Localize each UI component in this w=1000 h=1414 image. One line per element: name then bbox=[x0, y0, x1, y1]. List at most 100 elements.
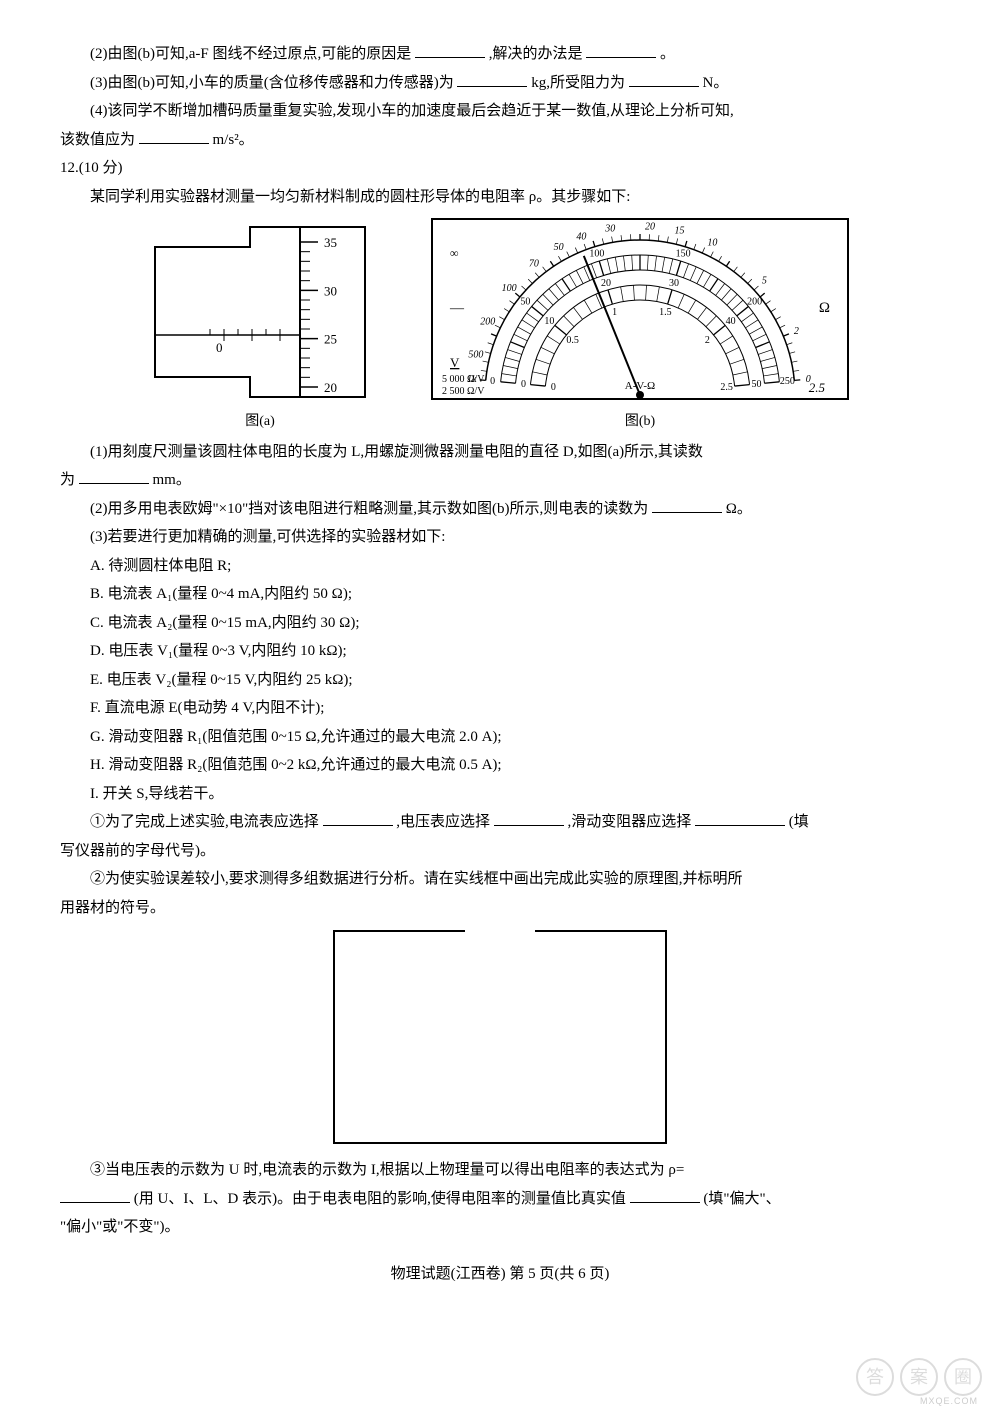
watermark: 答 案 圈 bbox=[856, 1358, 982, 1396]
svg-text:40: 40 bbox=[576, 232, 586, 243]
text: (填"偏大"、 bbox=[703, 1191, 780, 1207]
svg-text:25: 25 bbox=[324, 332, 337, 347]
q12-s1: ①为了完成上述实验,电流表应选择 ,电压表应选择 ,滑动变阻器应选择 (填 bbox=[60, 808, 940, 837]
figure-a-block: 020253035 图(a) bbox=[150, 217, 370, 436]
page-footer: 物理试题(江西卷) 第 5 页(共 6 页) bbox=[60, 1260, 940, 1289]
text: mm。 bbox=[153, 472, 191, 488]
text: (3)由图(b)可知,小车的质量(含位移传感器和力传感器)为 bbox=[90, 75, 454, 91]
item-B: B. 电流表 A₁(量程 0~4 mA,内阻约 50 Ω); bbox=[60, 580, 940, 609]
svg-text:5: 5 bbox=[762, 276, 767, 287]
svg-text:50: 50 bbox=[554, 242, 564, 253]
text: (2)由图(b)可知,a-F 图线不经过原点,可能的原因是 bbox=[90, 46, 411, 62]
text: 。 bbox=[660, 46, 675, 62]
q12-1a: (1)用刻度尺测量该圆柱体电阻的长度为 L,用螺旋测微器测量电阻的直径 D,如图… bbox=[60, 438, 940, 467]
svg-text:0: 0 bbox=[551, 382, 556, 393]
figures-row: 020253035 图(a) 1k50020010070504030201510… bbox=[60, 217, 940, 436]
svg-text:2: 2 bbox=[705, 335, 710, 346]
svg-text:50: 50 bbox=[751, 379, 761, 390]
blank[interactable] bbox=[494, 810, 564, 826]
blank[interactable] bbox=[457, 71, 527, 87]
blank[interactable] bbox=[79, 468, 149, 484]
svg-text:A-V-Ω: A-V-Ω bbox=[625, 380, 655, 392]
q12-2: (2)用多用电表欧姆"×10"挡对该电阻进行粗略测量,其示数如图(b)所示,则电… bbox=[60, 495, 940, 524]
svg-text:250: 250 bbox=[780, 376, 795, 387]
blank[interactable] bbox=[60, 1187, 130, 1203]
watermark-char: 案 bbox=[900, 1358, 938, 1396]
watermark-char: 圈 bbox=[944, 1358, 982, 1396]
item-I: I. 开关 S,导线若干。 bbox=[60, 780, 940, 809]
svg-text:2.5: 2.5 bbox=[720, 382, 733, 393]
watermark-char: 答 bbox=[856, 1358, 894, 1396]
text: (2)用多用电表欧姆"×10"挡对该电阻进行粗略测量,其示数如图(b)所示,则电… bbox=[90, 501, 648, 517]
text: ,电压表应选择 bbox=[396, 814, 490, 830]
svg-text:500: 500 bbox=[468, 350, 483, 361]
svg-text:35: 35 bbox=[324, 235, 337, 250]
q12-s2b: 用器材的符号。 bbox=[60, 894, 940, 923]
blank[interactable] bbox=[652, 497, 722, 513]
svg-text:10: 10 bbox=[544, 316, 554, 327]
q11-2: (2)由图(b)可知,a-F 图线不经过原点,可能的原因是 ,解决的办法是 。 bbox=[60, 40, 940, 69]
item-E: E. 电压表 V₂(量程 0~15 V,内阻约 25 kΩ); bbox=[60, 666, 940, 695]
svg-text:1: 1 bbox=[612, 307, 617, 318]
figure-b-block: 1k50020010070504030201510520050100150200… bbox=[430, 217, 850, 436]
svg-text:150: 150 bbox=[676, 248, 691, 259]
svg-text:0: 0 bbox=[490, 376, 495, 387]
blank[interactable] bbox=[630, 1187, 700, 1203]
svg-text:200: 200 bbox=[480, 317, 495, 328]
text: (填 bbox=[789, 814, 809, 830]
multimeter-figure: 1k50020010070504030201510520050100150200… bbox=[430, 217, 850, 407]
blank[interactable] bbox=[323, 810, 393, 826]
q11-3: (3)由图(b)可知,小车的质量(含位移传感器和力传感器)为 kg,所受阻力为 … bbox=[60, 69, 940, 98]
svg-text:0: 0 bbox=[521, 379, 526, 390]
svg-text:20: 20 bbox=[601, 278, 611, 289]
item-G: G. 滑动变阻器 R₁(阻值范围 0~15 Ω,允许通过的最大电流 2.0 A)… bbox=[60, 723, 940, 752]
svg-text:30: 30 bbox=[324, 283, 337, 298]
q12-3: (3)若要进行更加精确的测量,可供选择的实验器材如下: bbox=[60, 523, 940, 552]
blank[interactable] bbox=[139, 128, 209, 144]
svg-text:2 500 Ω/V: 2 500 Ω/V bbox=[442, 386, 485, 397]
text: kg,所受阻力为 bbox=[531, 75, 625, 91]
q12-s3a: ③当电压表的示数为 U 时,电流表的示数为 I,根据以上物理量可以得出电阻率的表… bbox=[60, 1156, 940, 1185]
text: ①为了完成上述实验,电流表应选择 bbox=[90, 814, 319, 830]
svg-text:1.5: 1.5 bbox=[659, 307, 672, 318]
text: ,解决的办法是 bbox=[489, 46, 583, 62]
svg-text:20: 20 bbox=[645, 221, 655, 232]
q12-num: 12.(10 分) bbox=[60, 154, 940, 183]
svg-text:0.5: 0.5 bbox=[566, 335, 579, 346]
svg-text:—: — bbox=[449, 301, 465, 316]
svg-text:V: V bbox=[450, 355, 460, 370]
text: Ω。 bbox=[726, 501, 752, 517]
blank[interactable] bbox=[586, 42, 656, 58]
text: (用 U、I、L、D 表示)。由于电表电阻的影响,使得电阻率的测量值比真实值 bbox=[134, 1191, 626, 1207]
text: 该数值应为 bbox=[60, 132, 135, 148]
watermark-url: MXQE.COM bbox=[920, 1393, 978, 1410]
text: 为 bbox=[60, 472, 75, 488]
svg-text:2.5: 2.5 bbox=[809, 380, 826, 395]
blank[interactable] bbox=[695, 810, 785, 826]
q11-4a: (4)该同学不断增加槽码质量重复实验,发现小车的加速度最后会趋近于某一数值,从理… bbox=[60, 97, 940, 126]
q12-1b: 为 mm。 bbox=[60, 466, 940, 495]
micrometer-figure: 020253035 bbox=[150, 217, 370, 407]
svg-text:5 000 Ω/V: 5 000 Ω/V bbox=[442, 374, 485, 385]
item-H: H. 滑动变阻器 R₂(阻值范围 0~2 kΩ,允许通过的最大电流 0.5 A)… bbox=[60, 751, 940, 780]
svg-text:40: 40 bbox=[726, 316, 736, 327]
q12-intro: 某同学利用实验器材测量一均匀新材料制成的圆柱形导体的电阻率 ρ。其步骤如下: bbox=[60, 183, 940, 212]
svg-text:100: 100 bbox=[502, 283, 517, 294]
q12-s3d: "偏小"或"不变")。 bbox=[60, 1213, 940, 1242]
blank[interactable] bbox=[629, 71, 699, 87]
item-F: F. 直流电源 E(电动势 4 V,内阻不计); bbox=[60, 694, 940, 723]
svg-text:10: 10 bbox=[707, 237, 717, 248]
svg-text:100: 100 bbox=[589, 248, 604, 259]
q12-s3b: (用 U、I、L、D 表示)。由于电表电阻的影响,使得电阻率的测量值比真实值 (… bbox=[60, 1185, 940, 1214]
circuit-drawing-box[interactable] bbox=[333, 930, 667, 1144]
svg-text:30: 30 bbox=[604, 224, 615, 235]
svg-text:50: 50 bbox=[520, 296, 530, 307]
svg-text:15: 15 bbox=[675, 226, 685, 237]
item-A: A. 待测圆柱体电阻 R; bbox=[60, 552, 940, 581]
blank[interactable] bbox=[415, 42, 485, 58]
svg-text:200: 200 bbox=[747, 296, 762, 307]
text: N。 bbox=[703, 75, 729, 91]
svg-text:70: 70 bbox=[529, 259, 539, 270]
svg-text:Ω: Ω bbox=[819, 300, 830, 316]
text: (4)该同学不断增加槽码质量重复实验,发现小车的加速度最后会趋近于某一数值,从理… bbox=[90, 103, 734, 119]
